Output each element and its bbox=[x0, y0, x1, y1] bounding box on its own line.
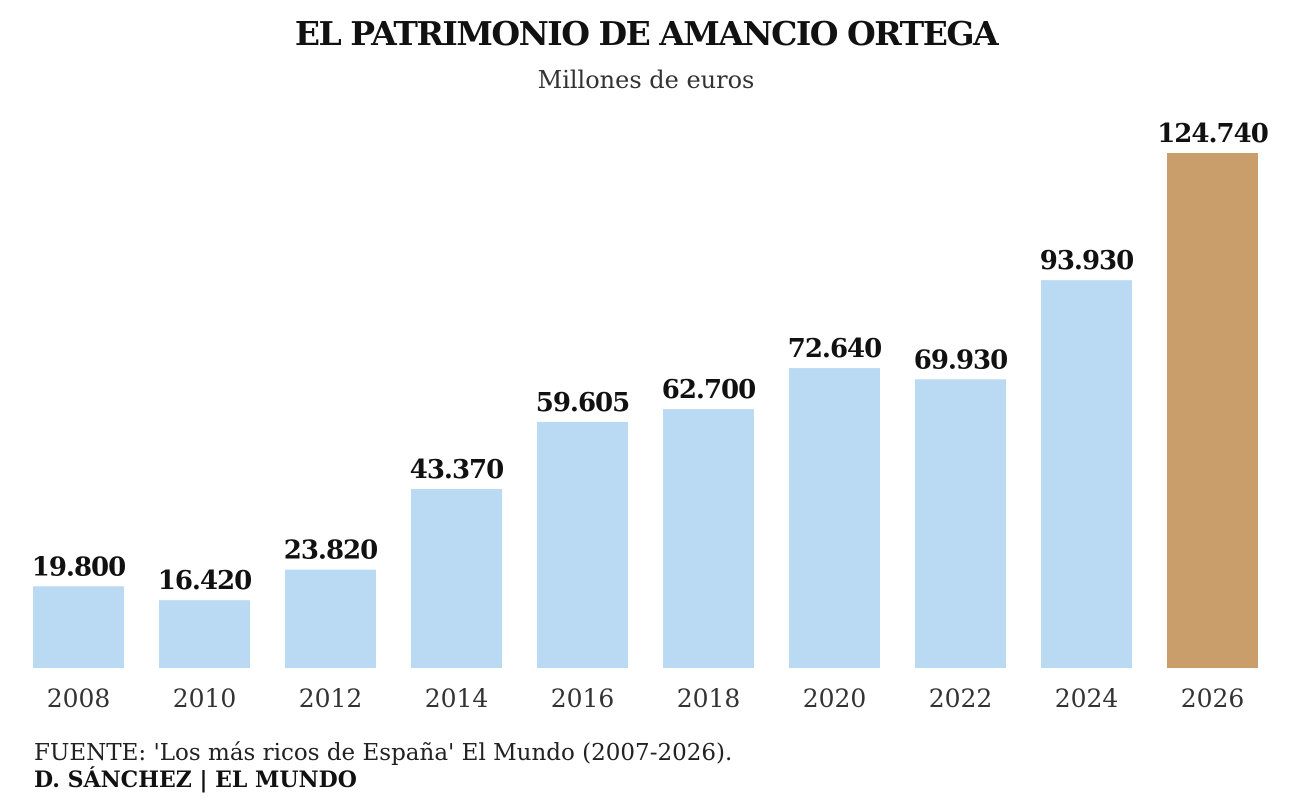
value-label-2024: 93.930 bbox=[1040, 246, 1134, 276]
bar-2026 bbox=[1167, 153, 1258, 668]
bar-2016 bbox=[537, 421, 628, 668]
credit-line: D. SÁNCHEZ | EL MUNDO bbox=[34, 767, 357, 793]
source-note: FUENTE: 'Los más ricos de España' El Mun… bbox=[34, 740, 733, 766]
value-label-2026: 124.740 bbox=[1157, 119, 1268, 149]
x-tick-label-2014: 2014 bbox=[425, 684, 489, 713]
x-tick-label-2024: 2024 bbox=[1055, 684, 1119, 713]
bar-2008 bbox=[33, 586, 124, 668]
x-tick-label-2022: 2022 bbox=[929, 684, 993, 713]
x-tick-label-2026: 2026 bbox=[1181, 684, 1245, 713]
bar-2014 bbox=[411, 488, 502, 668]
value-label-2020: 72.640 bbox=[788, 334, 882, 364]
value-label-2012: 23.820 bbox=[284, 536, 378, 566]
bar-2020 bbox=[789, 368, 880, 668]
x-tick-label-2008: 2008 bbox=[47, 684, 111, 713]
x-tick-label-2010: 2010 bbox=[173, 684, 237, 713]
value-label-2010: 16.420 bbox=[158, 566, 252, 596]
chart-title: EL PATRIMONIO DE AMANCIO ORTEGA bbox=[294, 14, 999, 53]
x-tick-label-2012: 2012 bbox=[299, 684, 363, 713]
x-tick-label-2016: 2016 bbox=[551, 684, 615, 713]
x-tick-label-2020: 2020 bbox=[803, 684, 867, 713]
bar-2012 bbox=[285, 569, 376, 668]
value-label-2008: 19.800 bbox=[32, 552, 126, 582]
bar-2024 bbox=[1041, 280, 1132, 668]
bar-2018 bbox=[663, 409, 754, 668]
value-label-2016: 59.605 bbox=[536, 388, 630, 418]
bar-2010 bbox=[159, 600, 250, 668]
bar-2022 bbox=[915, 379, 1006, 668]
value-label-2018: 62.700 bbox=[662, 375, 756, 405]
value-label-2022: 69.930 bbox=[914, 345, 1008, 375]
x-tick-label-2018: 2018 bbox=[677, 684, 741, 713]
chart-subtitle: Millones de euros bbox=[537, 66, 755, 94]
value-label-2014: 43.370 bbox=[410, 455, 504, 485]
